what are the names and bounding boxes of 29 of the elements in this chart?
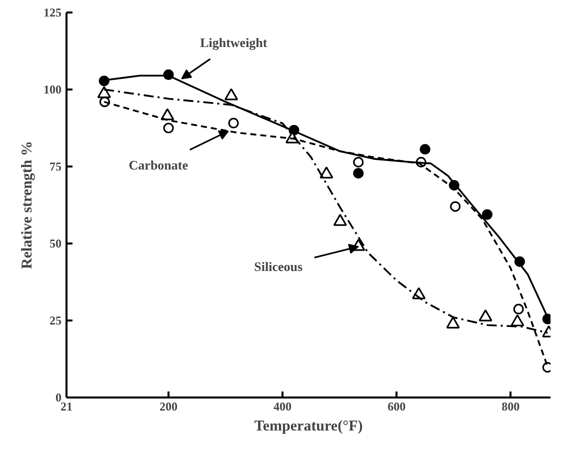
point	[482, 209, 493, 220]
point	[98, 76, 110, 86]
x-axis-title: Temperature(°F)	[254, 418, 363, 434]
point	[510, 314, 524, 326]
point	[163, 122, 174, 134]
y-axis-title: Relative strength %	[20, 140, 36, 270]
y-tick-label: 50	[50, 236, 62, 250]
y-tick-label: 100	[44, 82, 62, 96]
y-tick-label: 25	[50, 314, 62, 328]
point	[513, 304, 524, 314]
point	[353, 156, 364, 168]
y-tick-label: 75	[50, 160, 62, 174]
x-tick-label: 21	[60, 400, 72, 414]
point	[353, 168, 364, 179]
x-tick-label: 400	[274, 400, 292, 414]
annotation: Carbonate	[128, 158, 188, 173]
annotation: Lightweight	[200, 35, 268, 50]
x-tick-label: 600	[388, 400, 406, 414]
point	[228, 118, 239, 128]
point	[333, 214, 347, 226]
y-tick-label: 0	[56, 390, 62, 404]
point	[446, 316, 460, 328]
annotation: Siliceous	[254, 259, 303, 274]
point	[478, 309, 492, 322]
point	[420, 144, 430, 155]
x-tick-label: 800	[502, 400, 520, 414]
y-tick-label: 125	[44, 6, 62, 20]
point	[450, 201, 461, 212]
x-tick-label: 200	[160, 400, 178, 414]
